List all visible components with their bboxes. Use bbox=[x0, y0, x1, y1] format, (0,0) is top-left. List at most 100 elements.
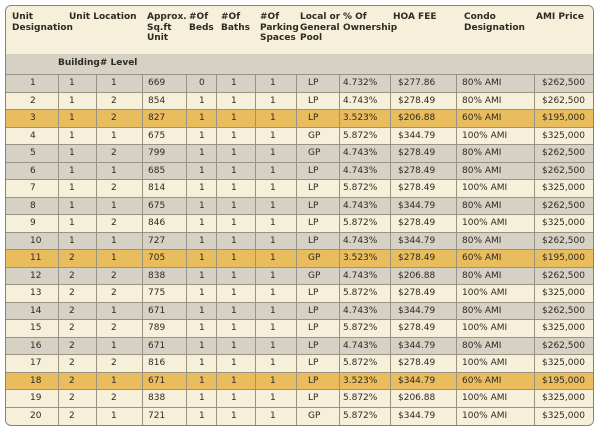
cell-condo-designation: 80% AMI bbox=[462, 340, 502, 351]
cell-baths: 1 bbox=[231, 148, 237, 158]
cell-ami-price: $262,500 bbox=[542, 340, 585, 351]
cell-hoa-fee: $278.49 bbox=[398, 148, 436, 158]
cell-hoa-fee: $278.49 bbox=[398, 218, 436, 228]
cell-baths: 1 bbox=[231, 130, 237, 141]
cell-level: 1 bbox=[111, 253, 117, 263]
cell-baths: 1 bbox=[231, 270, 237, 281]
cell-pool: LP bbox=[308, 393, 319, 403]
cell-parking: 1 bbox=[270, 410, 276, 421]
cell-beds: 1 bbox=[199, 235, 205, 246]
cell-parking: 1 bbox=[270, 235, 276, 246]
cell-condo-designation: 100% AMI bbox=[462, 358, 508, 368]
cell-level: 1 bbox=[111, 305, 117, 316]
cell-hoa-fee: $278.49 bbox=[398, 183, 436, 193]
cell-baths: 1 bbox=[231, 235, 237, 246]
cell-baths: 1 bbox=[231, 305, 237, 316]
cell-baths: 1 bbox=[231, 393, 237, 403]
cell-sqft: 789 bbox=[148, 323, 166, 333]
cell-unit: 6 bbox=[30, 165, 36, 176]
column-divider bbox=[296, 74, 297, 425]
column-divider bbox=[216, 74, 217, 425]
cell-beds: 1 bbox=[199, 393, 205, 403]
cell-building: 2 bbox=[69, 358, 75, 368]
cell-baths: 1 bbox=[231, 113, 237, 123]
cell-building: 1 bbox=[69, 95, 75, 106]
cell-parking: 1 bbox=[270, 183, 276, 193]
cell-sqft: 675 bbox=[148, 200, 166, 211]
cell-unit: 14 bbox=[30, 305, 42, 316]
cell-beds: 1 bbox=[199, 130, 205, 141]
cell-sqft: 799 bbox=[148, 148, 166, 158]
cell-parking: 1 bbox=[270, 375, 276, 386]
column-divider bbox=[186, 74, 187, 425]
cell-level: 1 bbox=[111, 340, 117, 351]
cell-sqft: 838 bbox=[148, 393, 166, 403]
cell-unit: 20 bbox=[30, 410, 42, 421]
header-ami-price: AMI Price bbox=[536, 12, 584, 22]
cell-level: 1 bbox=[111, 200, 117, 211]
header-beds: #Of Beds bbox=[189, 12, 214, 33]
cell-level: 2 bbox=[111, 148, 117, 158]
cell-beds: 1 bbox=[199, 253, 205, 263]
cell-ownership: 4.743% bbox=[343, 165, 378, 176]
cell-beds: 1 bbox=[199, 305, 205, 316]
column-divider bbox=[534, 74, 535, 425]
cell-sqft: 775 bbox=[148, 288, 166, 298]
cell-condo-designation: 60% AMI bbox=[462, 113, 502, 123]
cell-ownership: 4.743% bbox=[343, 235, 378, 246]
cell-ownership: 5.872% bbox=[343, 323, 378, 333]
cell-unit: 19 bbox=[30, 393, 42, 403]
cell-hoa-fee: $277.86 bbox=[398, 78, 436, 88]
cell-baths: 1 bbox=[231, 323, 237, 333]
cell-baths: 1 bbox=[231, 183, 237, 193]
table-row: 4 1 1 675 1 1 1 GP 5.872% $344.79 100% AMI $325,000 bbox=[6, 126, 593, 144]
cell-hoa-fee: $344.79 bbox=[398, 375, 436, 386]
column-divider bbox=[339, 74, 340, 425]
cell-ownership: 4.743% bbox=[343, 270, 378, 281]
cell-pool: LP bbox=[308, 340, 319, 351]
cell-baths: 1 bbox=[231, 165, 237, 176]
cell-level: 1 bbox=[111, 235, 117, 246]
cell-parking: 1 bbox=[270, 200, 276, 211]
cell-condo-designation: 60% AMI bbox=[462, 253, 502, 263]
cell-sqft: 814 bbox=[148, 183, 166, 193]
cell-ownership: 5.872% bbox=[343, 410, 378, 421]
cell-hoa-fee: $344.79 bbox=[398, 410, 436, 421]
cell-hoa-fee: $344.79 bbox=[398, 200, 436, 211]
cell-level: 1 bbox=[111, 165, 117, 176]
cell-level: 2 bbox=[111, 358, 117, 368]
cell-beds: 1 bbox=[199, 200, 205, 211]
cell-beds: 1 bbox=[199, 113, 205, 123]
cell-ownership: 3.523% bbox=[343, 113, 378, 123]
cell-condo-designation: 100% AMI bbox=[462, 323, 508, 333]
table-body: 1 1 1 669 0 1 1 LP 4.732% $277.86 80% AMI $262,500 2… bbox=[6, 74, 593, 424]
cell-hoa-fee: $278.49 bbox=[398, 253, 436, 263]
cell-parking: 1 bbox=[270, 130, 276, 141]
cell-level: 1 bbox=[111, 78, 117, 88]
table-row: 18 2 1 671 1 1 1 LP 3.523% $344.79 60% AMI $195,000 bbox=[6, 371, 593, 389]
cell-baths: 1 bbox=[231, 358, 237, 368]
cell-ownership: 3.523% bbox=[343, 253, 378, 263]
cell-condo-designation: 100% AMI bbox=[462, 288, 508, 298]
cell-building: 1 bbox=[69, 165, 75, 176]
header-pool: Local or General Pool bbox=[300, 12, 341, 43]
cell-hoa-fee: $206.88 bbox=[398, 393, 436, 403]
cell-level: 2 bbox=[111, 113, 117, 123]
column-divider bbox=[255, 74, 256, 425]
cell-ami-price: $195,000 bbox=[542, 375, 585, 386]
table-row: 14 2 1 671 1 1 1 LP 4.743% $344.79 80% AMI $262,500 bbox=[6, 301, 593, 319]
cell-ami-price: $262,500 bbox=[542, 95, 585, 106]
column-divider bbox=[142, 74, 143, 425]
cell-condo-designation: 80% AMI bbox=[462, 95, 502, 106]
header-parking: #Of Parking Spaces bbox=[260, 12, 299, 43]
cell-condo-designation: 100% AMI bbox=[462, 130, 508, 141]
table-row: 16 2 1 671 1 1 1 LP 4.743% $344.79 80% AMI $262,500 bbox=[6, 336, 593, 354]
cell-parking: 1 bbox=[270, 323, 276, 333]
cell-beds: 1 bbox=[199, 340, 205, 351]
cell-building: 2 bbox=[69, 375, 75, 386]
cell-sqft: 838 bbox=[148, 270, 166, 281]
cell-unit: 2 bbox=[30, 95, 36, 106]
cell-beds: 1 bbox=[199, 410, 205, 421]
cell-unit: 10 bbox=[30, 235, 42, 246]
cell-parking: 1 bbox=[270, 148, 276, 158]
